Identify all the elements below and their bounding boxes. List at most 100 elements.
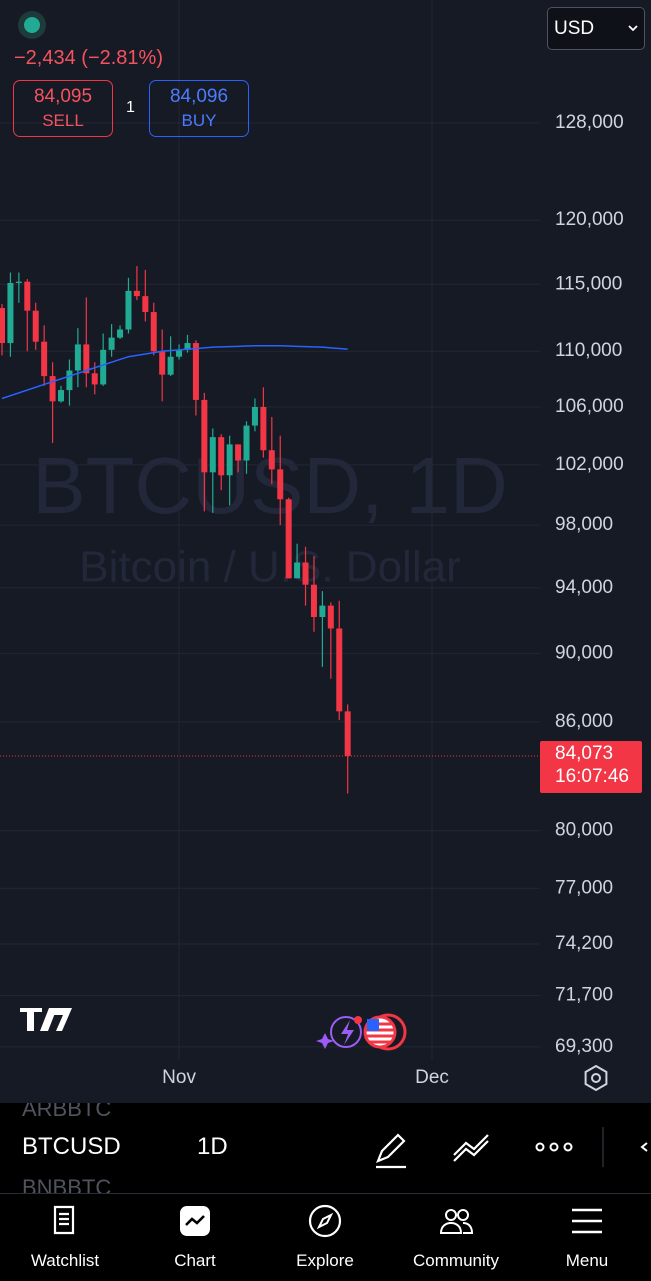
candle-body — [201, 399, 208, 473]
y-tick-label: 69,300 — [555, 1036, 613, 1057]
next-symbol[interactable]: BNBBTC — [22, 1175, 112, 1193]
nav-icon — [439, 1209, 474, 1234]
candle-body — [142, 296, 149, 313]
x-tick-label: Nov — [162, 1067, 196, 1088]
y-tick-label: 71,700 — [555, 985, 613, 1006]
y-tick-label: 102,000 — [555, 454, 624, 475]
nav-label: Community — [413, 1251, 499, 1270]
toolbar-icons[interactable] — [370, 1127, 650, 1171]
candle-body — [15, 281, 22, 283]
nav-item[interactable]: Watchlist — [0, 1193, 130, 1280]
last-price-label: 84,073 — [555, 743, 613, 764]
sell-label: SELL — [42, 111, 84, 130]
nav-icon — [308, 1204, 342, 1238]
nav-icon — [53, 1205, 75, 1235]
y-tick-label: 120,000 — [555, 209, 624, 230]
candle-body — [159, 351, 166, 375]
candle-body — [192, 343, 199, 400]
candle-body — [74, 344, 81, 371]
moving-average — [1, 345, 348, 400]
candle-body — [302, 562, 309, 585]
currency: USD — [554, 18, 595, 39]
candle-body — [7, 282, 14, 344]
y-tick-label: 98,000 — [555, 514, 613, 535]
candle-body — [24, 281, 31, 311]
x-tick-label: Dec — [415, 1067, 449, 1088]
last-price-box — [540, 740, 642, 793]
candle-body — [268, 450, 275, 470]
candle-body — [49, 376, 56, 402]
price-change: −2,434 (−2.81%) — [14, 47, 163, 69]
nav-icon — [572, 1208, 602, 1234]
candle-body — [235, 444, 242, 461]
candle-body — [251, 407, 258, 426]
candle-body — [260, 407, 267, 451]
candle-body — [294, 562, 301, 579]
nav-item[interactable]: Community — [391, 1193, 521, 1280]
nav-label: Chart — [174, 1251, 216, 1270]
candle-body — [310, 584, 317, 618]
candle-body — [336, 628, 343, 712]
buy-price: 84,096 — [169, 86, 229, 107]
logo — [20, 1008, 72, 1031]
sell-price: 84,095 — [33, 86, 93, 107]
y-tick-label: 90,000 — [555, 642, 613, 663]
candle-body — [218, 437, 225, 476]
y-tick-label: 86,000 — [555, 711, 613, 732]
sell-button[interactable]: 84,095 SELL — [13, 80, 113, 137]
nav-item[interactable]: Menu — [522, 1193, 651, 1280]
candle-body — [243, 425, 250, 461]
symbol[interactable]: BTCUSD — [22, 1133, 121, 1160]
event-icons[interactable] — [316, 1013, 407, 1051]
settings-icon[interactable] — [584, 1064, 608, 1092]
interval[interactable]: 1D — [197, 1133, 228, 1160]
nav-label: Watchlist — [30, 1251, 100, 1270]
candle-body — [100, 349, 107, 385]
currency-select[interactable]: USD — [547, 7, 645, 50]
candle-body — [319, 605, 326, 618]
buy-label: BUY — [181, 111, 217, 130]
y-tick-label: 128,000 — [555, 112, 624, 133]
y-tick-label: 80,000 — [555, 820, 613, 841]
candle-body — [277, 469, 284, 500]
nav-item[interactable]: Explore — [260, 1193, 390, 1280]
status-dot[interactable] — [18, 11, 46, 39]
symbol-bar: ARBBTC BTCUSD 1D BNBBTC — [0, 1103, 651, 1193]
candle-body — [41, 341, 48, 377]
watermark-description: Bitcoin / U.S. Dollar — [79, 543, 460, 592]
candle-body — [108, 337, 115, 350]
nav-label: Explore — [296, 1251, 354, 1270]
y-tick-label: 115,000 — [555, 273, 622, 294]
y-tick-label: 77,000 — [555, 877, 613, 898]
candle-body — [0, 308, 5, 344]
y-tick-label: 94,000 — [555, 577, 613, 598]
candle-body — [32, 310, 39, 342]
candle-body — [133, 290, 140, 297]
candle-body — [91, 373, 98, 385]
candle-body — [58, 390, 65, 402]
buy-button[interactable]: 84,096 BUY — [149, 80, 249, 137]
candle-body — [167, 356, 174, 375]
candle-body — [83, 344, 90, 374]
candle-body — [125, 290, 132, 330]
y-tick-label: 110,000 — [555, 340, 622, 361]
candle-body — [66, 370, 73, 391]
y-tick-label: 106,000 — [555, 396, 624, 417]
chart: BTCUSD, 1D Bitcoin / U.S. Dollar 69,3007… — [0, 0, 642, 1092]
candle-body — [176, 349, 183, 357]
candle-body — [150, 312, 157, 352]
candle-body — [184, 343, 191, 350]
nav-label: Menu — [565, 1251, 609, 1270]
countdown: 16:07:46 — [555, 766, 629, 787]
candle-body — [327, 605, 334, 629]
prev-symbol[interactable]: ARBBTC — [22, 1103, 112, 1121]
candle-body — [344, 711, 351, 756]
candle-body — [226, 444, 233, 476]
nav-icon — [180, 1206, 210, 1236]
candle-body — [285, 499, 292, 579]
candle-body — [117, 329, 124, 338]
y-tick-label: 74,200 — [555, 933, 613, 954]
spread: 1 — [126, 99, 135, 116]
nav-item[interactable]: Chart — [130, 1193, 260, 1280]
